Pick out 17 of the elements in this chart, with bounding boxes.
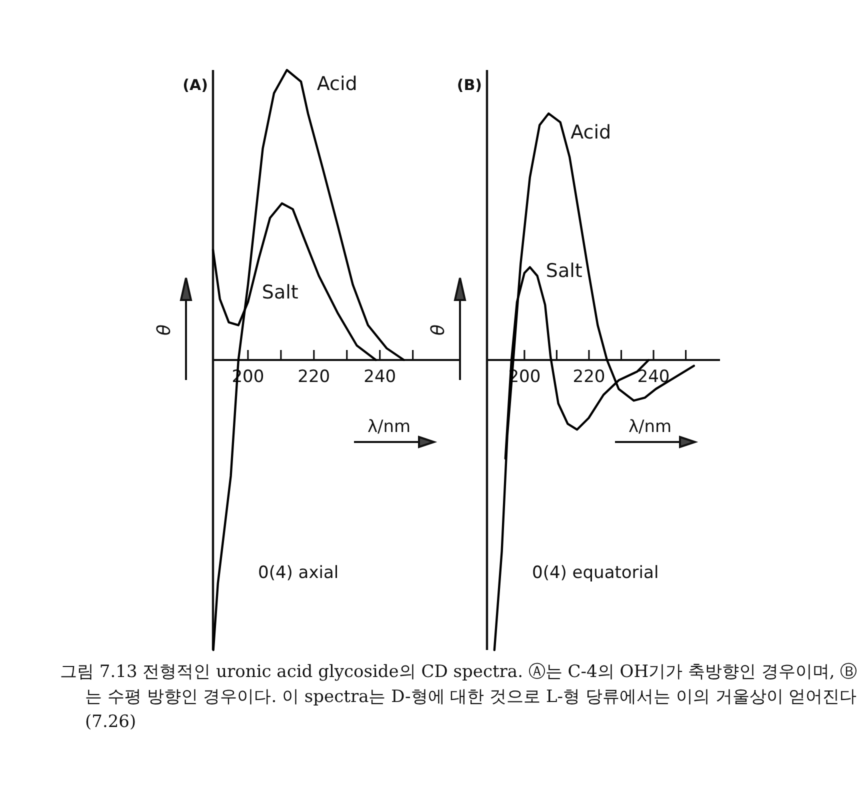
x-tick-label: 240	[637, 367, 670, 387]
y-axis-title: θ	[428, 324, 449, 336]
chart-title: (A)	[182, 76, 208, 94]
chart-title: (B)	[456, 76, 482, 94]
x-tick-label: 240	[364, 367, 396, 387]
annotation: 0(4) equatorial	[532, 563, 659, 583]
x-tick-label: 220	[572, 367, 606, 387]
x-axis-title: λ/nm	[367, 417, 411, 437]
series-label: Acid	[570, 122, 612, 144]
series-label: Salt	[262, 281, 298, 304]
series-label: Acid	[316, 73, 358, 95]
annotation: 0(4) axial	[258, 563, 339, 583]
series-label: Salt	[546, 260, 582, 282]
y-axis-title: θ	[154, 324, 175, 336]
caption: 그림 7.13 전형적인 uronic acid glycoside의 CD spectra. Ⓐ는 C-4의 OH기가 축방향인 경우이며, Ⓑ는 수평 방향인 경우이다. 이 spectra는 D-형에 대한 것으로 L-형 당류에서는 이의 거울상이 얻어진다 (7.26)	[60, 661, 858, 734]
x-tick-label: 220	[298, 367, 330, 387]
x-axis-title: λ/nm	[628, 417, 672, 437]
